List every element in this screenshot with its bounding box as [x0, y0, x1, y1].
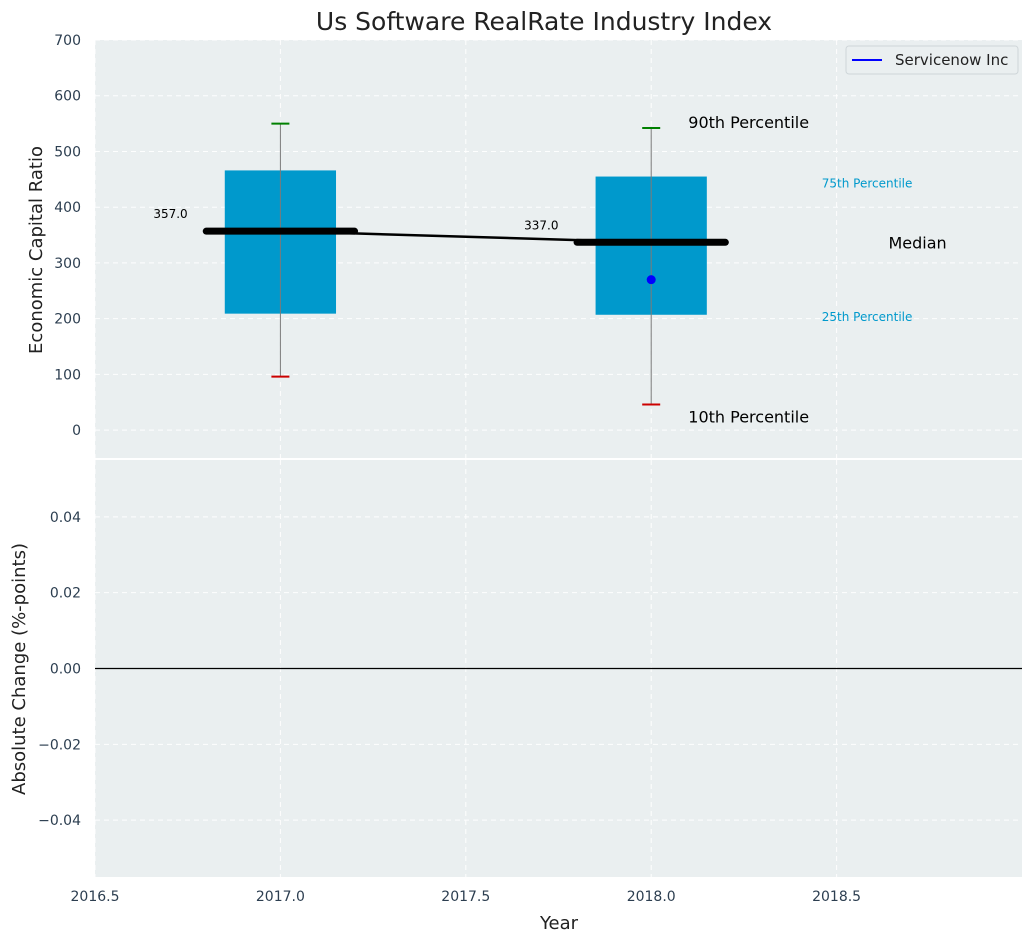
bottom-y-axis-label: Absolute Change (%-points): [9, 543, 30, 795]
top-y-axis-label: Economic Capital Ratio: [26, 146, 47, 354]
annotation-75th: 75th Percentile: [822, 177, 913, 191]
top-y-tick-label: 700: [54, 33, 81, 49]
x-tick-labels: 2016.5 2017.0 2017.5 2018.0 2018.5: [71, 889, 862, 905]
legend-entry: Servicenow Inc: [895, 51, 1008, 69]
percentile-annotations: 90th Percentile 75th Percentile Median 25th…: [688, 113, 946, 426]
median-data-label: 337.0: [524, 218, 558, 232]
median-trend-line: [280, 229, 652, 244]
bottom-y-tick-label: 0.00: [50, 662, 81, 678]
x-tick-label: 2017.0: [256, 889, 305, 905]
x-tick-label: 2018.5: [812, 889, 861, 905]
x-tick-label: 2018.0: [627, 889, 676, 905]
x-axis-label: Year: [539, 913, 579, 934]
company-series: [646, 275, 656, 285]
median-data-label: 357.0: [153, 207, 187, 221]
bottom-y-tick-label: −0.02: [38, 737, 81, 753]
bottom-y-tick-label: −0.04: [38, 813, 81, 829]
x-tick-label: 2017.5: [441, 889, 490, 905]
annotation-10th: 10th Percentile: [688, 407, 809, 426]
top-y-tick-label: 400: [54, 200, 81, 216]
top-y-tick-label: 0: [72, 423, 81, 439]
annotation-median: Median: [889, 233, 947, 252]
bottom-y-tick-label: 0.04: [50, 510, 81, 526]
annotation-90th: 90th Percentile: [688, 113, 809, 132]
company-point: [646, 275, 656, 285]
top-y-tick-label: 300: [54, 256, 81, 272]
bottom-y-tick-label: 0.02: [50, 586, 81, 602]
top-y-tick-label: 100: [54, 367, 81, 383]
top-y-tick-labels: 700 600 500 400 300 200 100 0: [54, 33, 81, 439]
chart-title: Us Software RealRate Industry Index: [316, 7, 772, 36]
median-trend-path: [280, 229, 652, 244]
annotation-25th: 25th Percentile: [822, 310, 913, 324]
legend: Servicenow Inc: [845, 45, 1019, 75]
top-y-tick-label: 600: [54, 89, 81, 105]
x-tick-label: 2016.5: [71, 889, 120, 905]
top-y-tick-label: 500: [54, 144, 81, 160]
top-y-tick-label: 200: [54, 312, 81, 328]
bottom-y-tick-labels: 0.04 0.02 0.00 −0.02 −0.04: [38, 510, 81, 829]
